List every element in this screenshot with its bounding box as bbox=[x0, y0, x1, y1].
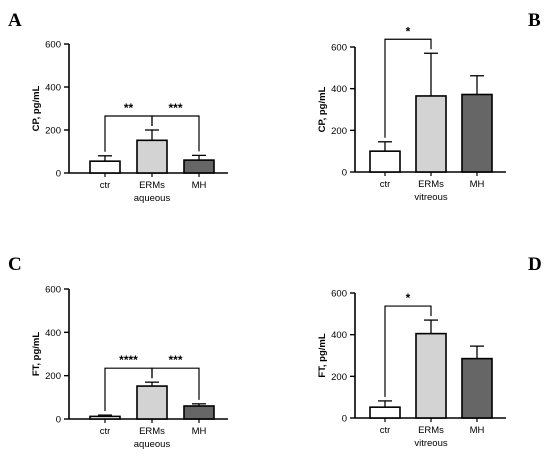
y-tick-label: 400 bbox=[45, 328, 61, 339]
x-tick-label: MH bbox=[470, 425, 485, 436]
x-tick-label: MH bbox=[470, 179, 485, 190]
bar-erms bbox=[136, 139, 168, 174]
bar-ctr bbox=[89, 160, 121, 174]
y-tick-label: 200 bbox=[331, 372, 347, 383]
y-tick-label: 400 bbox=[331, 330, 347, 341]
bar-ctr bbox=[369, 150, 401, 173]
y-tick-label: 0 bbox=[56, 415, 61, 426]
panel-letter: A bbox=[8, 10, 22, 31]
x-tick-label: ctr bbox=[380, 179, 391, 190]
x-tick-label: ctr bbox=[100, 426, 111, 437]
y-tick-label: 0 bbox=[56, 169, 61, 180]
y-tick-label: 600 bbox=[331, 289, 347, 300]
x-tick-label: ERMs bbox=[139, 426, 165, 437]
significance-label: * bbox=[406, 291, 411, 305]
y-tick-label: 200 bbox=[331, 126, 347, 137]
panel-letter: D bbox=[528, 254, 542, 275]
significance-label: * bbox=[406, 24, 411, 38]
y-axis-title: FT, pg/mL bbox=[317, 333, 328, 378]
bar-erms bbox=[415, 95, 447, 173]
y-tick-label: 600 bbox=[45, 40, 61, 51]
bar-mh bbox=[183, 405, 215, 420]
y-tick-label: 600 bbox=[45, 285, 61, 296]
significance-bracket bbox=[151, 115, 200, 152]
y-tick-label: 400 bbox=[45, 83, 61, 94]
x-axis-title: vitreous bbox=[414, 192, 448, 203]
chart-panel-d: D 0 200 400 600 FT, pg/mL ctr ERMs MH vitreous * bbox=[317, 254, 542, 449]
x-tick-label: MH bbox=[192, 426, 207, 437]
bar-mh bbox=[461, 357, 493, 419]
significance-label: *** bbox=[168, 101, 182, 115]
bar-ctr bbox=[89, 415, 121, 420]
x-tick-label: ERMs bbox=[418, 179, 444, 190]
bar-ctr bbox=[369, 406, 401, 419]
y-tick-label: 600 bbox=[331, 43, 347, 54]
y-tick-label: 0 bbox=[342, 168, 347, 179]
x-tick-label: MH bbox=[192, 180, 207, 191]
y-axis-title: FT, pg/mL bbox=[31, 332, 42, 377]
x-axis-title: aqueous bbox=[134, 439, 171, 450]
x-axis-title: aqueous bbox=[134, 193, 171, 204]
significance-label: ** bbox=[124, 101, 134, 115]
y-tick-label: 200 bbox=[45, 371, 61, 382]
x-tick-label: ERMs bbox=[139, 180, 165, 191]
significance-label: *** bbox=[168, 353, 182, 367]
bar-erms bbox=[136, 385, 168, 420]
significance-bracket bbox=[384, 305, 432, 397]
panel-letter: C bbox=[8, 254, 22, 275]
x-axis-title: vitreous bbox=[414, 438, 448, 449]
y-tick-label: 400 bbox=[331, 84, 347, 95]
y-tick-label: 0 bbox=[342, 414, 347, 425]
x-tick-label: ctr bbox=[100, 180, 111, 191]
x-tick-label: ERMs bbox=[418, 425, 444, 436]
significance-bracket bbox=[151, 367, 200, 400]
significance-bracket bbox=[384, 38, 432, 138]
chart-panel-b: B 0 200 400 600 CP, pg/mL ctr ERMs MH vitreous * bbox=[317, 10, 541, 203]
y-axis-title: CP, pg/mL bbox=[317, 86, 328, 132]
bar-mh bbox=[461, 93, 493, 173]
bar-erms bbox=[415, 332, 447, 419]
panel-letter: B bbox=[528, 10, 541, 31]
bar-mh bbox=[183, 159, 215, 174]
y-tick-label: 200 bbox=[45, 126, 61, 137]
significance-label: **** bbox=[119, 353, 138, 367]
x-tick-label: ctr bbox=[380, 425, 391, 436]
y-axis-title: CP, pg/mL bbox=[31, 85, 42, 131]
